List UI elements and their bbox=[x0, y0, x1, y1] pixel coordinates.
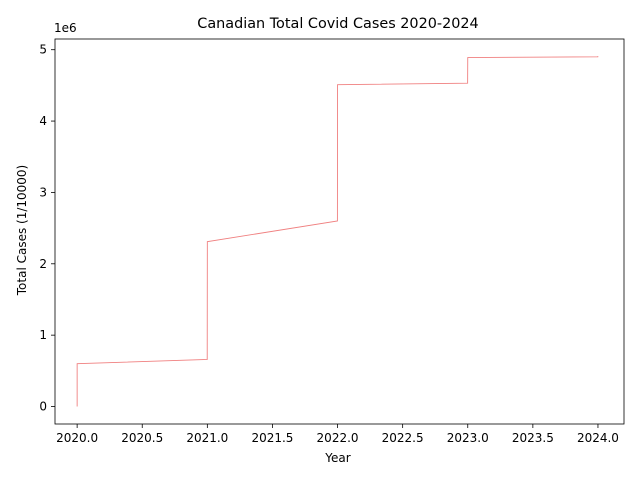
x-tick-label: 2020.0 bbox=[56, 431, 98, 445]
y-axis: 0 1 2 3 4 5 bbox=[39, 43, 55, 414]
x-axis-label: Year bbox=[324, 451, 350, 465]
y-axis-label: Total Cases (1/10000) bbox=[15, 165, 29, 297]
plot-area bbox=[54, 38, 625, 425]
series-line-0 bbox=[76, 56, 599, 407]
y-tick-label: 0 bbox=[39, 400, 47, 414]
y-tick-label: 5 bbox=[39, 43, 47, 57]
y-tick-label: 4 bbox=[39, 114, 47, 128]
x-tick-label: 2021.5 bbox=[251, 431, 293, 445]
chart-title: Canadian Total Covid Cases 2020-2024 bbox=[197, 16, 478, 32]
x-tick-label: 2021.0 bbox=[186, 431, 228, 445]
y-tick-label: 3 bbox=[39, 185, 47, 199]
series-layer bbox=[76, 56, 599, 407]
x-tick-label: 2024.0 bbox=[577, 431, 619, 445]
y-tick-label: 2 bbox=[39, 257, 47, 271]
x-tick-label: 2022.0 bbox=[317, 431, 359, 445]
y-tick-label: 1 bbox=[39, 328, 47, 342]
x-tick-label: 2022.5 bbox=[382, 431, 424, 445]
x-axis: 2020.0 2020.5 2021.0 2021.5 2022.0 2022.5 2023… bbox=[56, 424, 619, 445]
x-tick-label: 2020.5 bbox=[121, 431, 163, 445]
plot-frame bbox=[54, 38, 625, 425]
x-tick-label: 2023.0 bbox=[447, 431, 489, 445]
y-scale-note: 1e6 bbox=[54, 21, 77, 35]
x-tick-label: 2023.5 bbox=[512, 431, 554, 445]
